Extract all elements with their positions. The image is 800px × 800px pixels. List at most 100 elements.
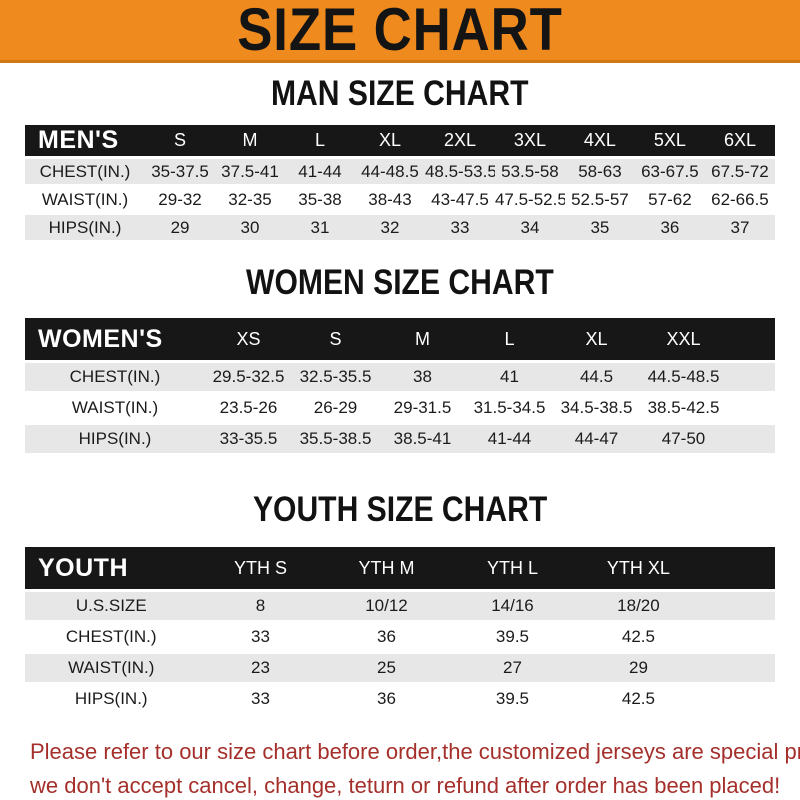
table-cell: 47-50 xyxy=(640,425,727,453)
filler-cell xyxy=(701,623,775,651)
table-cell: 32.5-35.5 xyxy=(292,363,379,391)
filler-cell xyxy=(701,685,775,713)
table-cell: 31 xyxy=(285,215,355,240)
table-cell: 32 xyxy=(354,215,425,240)
section-women: WOMEN SIZE CHART WOMEN'S XS S M L XL XXL CHEST(… xyxy=(0,243,800,456)
filler-cell xyxy=(701,547,775,589)
filler-cell xyxy=(727,394,775,422)
table-cell: 38-43 xyxy=(354,187,425,212)
table-row: HIPS(IN.) 29 30 31 32 33 34 35 36 37 xyxy=(25,215,775,240)
table-cell: 58-63 xyxy=(564,159,635,184)
column-header: XL xyxy=(553,318,640,360)
row-label: WAIST(IN.) xyxy=(25,654,198,682)
table-cell: 44-47 xyxy=(553,425,640,453)
table-title: YOUTH xyxy=(25,547,198,589)
table-cell: 30 xyxy=(215,215,285,240)
row-label: WAIST(IN.) xyxy=(25,187,146,212)
column-header: XL xyxy=(354,125,425,156)
table-cell: 62-66.5 xyxy=(704,187,775,212)
table-cell: 31.5-34.5 xyxy=(466,394,553,422)
filler-cell xyxy=(727,425,775,453)
table-row: WAIST(IN.) 29-32 32-35 35-38 38-43 43-47.5 47.… xyxy=(25,187,775,212)
row-label: HIPS(IN.) xyxy=(25,215,146,240)
row-label: U.S.SIZE xyxy=(25,592,198,620)
row-label: HIPS(IN.) xyxy=(25,425,205,453)
table-cell: 34 xyxy=(494,215,565,240)
table-cell: 41 xyxy=(466,363,553,391)
row-label: CHEST(IN.) xyxy=(25,159,146,184)
table-row: WAIST(IN.) 23 25 27 29 xyxy=(25,654,775,682)
table-cell: 44.5 xyxy=(553,363,640,391)
table-cell: 25 xyxy=(323,654,450,682)
table-cell: 39.5 xyxy=(449,623,576,651)
table-cell: 35 xyxy=(564,215,635,240)
filler-cell xyxy=(727,318,775,360)
table-cell: 29-31.5 xyxy=(379,394,466,422)
table-cell: 42.5 xyxy=(575,685,702,713)
table-cell: 48.5-53.5 xyxy=(424,159,495,184)
table-cell: 29 xyxy=(145,215,216,240)
table-title: MEN'S xyxy=(25,125,146,156)
table-cell: 67.5-72 xyxy=(704,159,775,184)
table-row: U.S.SIZE 8 10/12 14/16 18/20 xyxy=(25,592,775,620)
table-cell: 18/20 xyxy=(575,592,702,620)
column-header: S xyxy=(292,318,379,360)
column-header: 3XL xyxy=(494,125,565,156)
table-cell: 57-62 xyxy=(634,187,705,212)
page-title: SIZE CHART xyxy=(237,0,563,63)
youth-size-table: YOUTH YTH S YTH M YTH L YTH XL U.S.SIZE 8 10/12… xyxy=(25,544,775,716)
column-header: M xyxy=(379,318,466,360)
column-header: YTH XL xyxy=(575,547,702,589)
table-cell: 8 xyxy=(197,592,324,620)
table-cell: 35.5-38.5 xyxy=(292,425,379,453)
header-row: MEN'S S M L XL 2XL 3XL 4XL 5XL 6XL xyxy=(25,125,775,156)
table-cell: 43-47.5 xyxy=(424,187,495,212)
table-cell: 10/12 xyxy=(323,592,450,620)
column-header: YTH S xyxy=(197,547,324,589)
table-cell: 63-67.5 xyxy=(634,159,705,184)
table-cell: 33 xyxy=(197,623,324,651)
column-header: S xyxy=(145,125,216,156)
youth-section-heading-text: YOUTH SIZE CHART xyxy=(252,490,548,529)
table-cell: 23.5-26 xyxy=(205,394,292,422)
filler-cell xyxy=(701,654,775,682)
table-cell: 29.5-32.5 xyxy=(205,363,292,391)
women-section-heading-text: WOMEN SIZE CHART xyxy=(246,263,554,302)
table-cell: 37.5-41 xyxy=(215,159,285,184)
table-cell: 38.5-42.5 xyxy=(640,394,727,422)
youth-section-heading: YOUTH SIZE CHART xyxy=(0,492,800,528)
table-title: WOMEN'S xyxy=(25,318,205,360)
column-header: 5XL xyxy=(634,125,705,156)
table-row: HIPS(IN.) 33 36 39.5 42.5 xyxy=(25,685,775,713)
table-cell: 34.5-38.5 xyxy=(553,394,640,422)
men-section-heading: MAN SIZE CHART xyxy=(0,76,800,112)
column-header: YTH M xyxy=(323,547,450,589)
row-label: WAIST(IN.) xyxy=(25,394,205,422)
column-header: 4XL xyxy=(564,125,635,156)
table-cell: 36 xyxy=(323,623,450,651)
row-label: HIPS(IN.) xyxy=(25,685,198,713)
men-size-table: MEN'S S M L XL 2XL 3XL 4XL 5XL 6XL CHEST(IN.) 35-37… xyxy=(25,122,775,243)
table-cell: 27 xyxy=(449,654,576,682)
table-cell: 41-44 xyxy=(466,425,553,453)
header-row: WOMEN'S XS S M L XL XXL xyxy=(25,318,775,360)
table-cell: 47.5-52.5 xyxy=(494,187,565,212)
table-cell: 44-48.5 xyxy=(354,159,425,184)
table-row: WAIST(IN.) 23.5-26 26-29 29-31.5 31.5-34.5 34… xyxy=(25,394,775,422)
table-cell: 33 xyxy=(424,215,495,240)
table-cell: 38.5-41 xyxy=(379,425,466,453)
women-size-table: WOMEN'S XS S M L XL XXL CHEST(IN.) 29.5-32.5 32.5… xyxy=(25,315,775,456)
table-row: CHEST(IN.) 33 36 39.5 42.5 xyxy=(25,623,775,651)
table-cell: 29-32 xyxy=(145,187,216,212)
banner: SIZE CHART xyxy=(0,0,800,63)
women-section-heading: WOMEN SIZE CHART xyxy=(0,265,800,301)
filler-cell xyxy=(701,592,775,620)
table-cell: 32-35 xyxy=(215,187,285,212)
row-label: CHEST(IN.) xyxy=(25,623,198,651)
table-cell: 29 xyxy=(575,654,702,682)
column-header: YTH L xyxy=(449,547,576,589)
section-youth: YOUTH SIZE CHART YOUTH YTH S YTH M YTH L YTH… xyxy=(0,456,800,716)
column-header: XS xyxy=(205,318,292,360)
column-header: 2XL xyxy=(424,125,495,156)
row-label: CHEST(IN.) xyxy=(25,363,205,391)
